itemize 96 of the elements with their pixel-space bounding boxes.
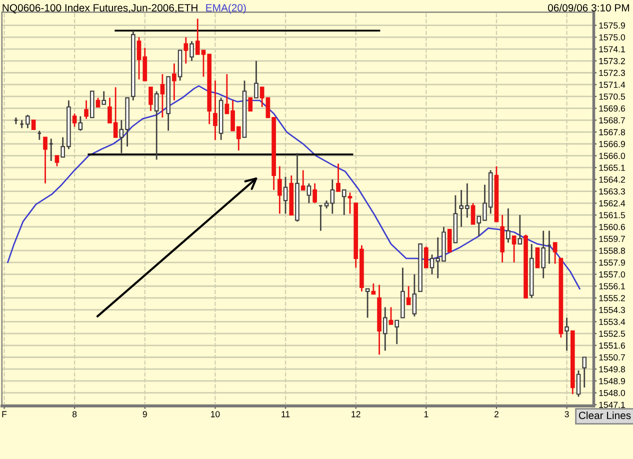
candlestick <box>84 100 88 120</box>
candlestick <box>54 155 60 167</box>
y-tick-label: 1558.8 <box>599 248 625 254</box>
x-tick-label: 8 <box>72 411 77 418</box>
candlestick <box>190 40 194 62</box>
candlestick <box>506 208 510 244</box>
candlestick <box>406 285 411 306</box>
y-tick-label: 1566.0 <box>599 152 626 159</box>
y-tick-label: 1552.5 <box>599 330 626 337</box>
candlestick <box>424 246 428 268</box>
y-tick-label: 1554.3 <box>599 306 625 314</box>
candlestick <box>318 205 323 232</box>
y-tick-label: 1573.2 <box>599 58 625 64</box>
x-tick-label: 11 <box>282 411 290 418</box>
candlestick <box>552 242 558 264</box>
y-tick-label: 1565.1 <box>599 164 625 171</box>
candlestick <box>300 170 306 191</box>
candlestick <box>518 214 522 245</box>
y-tick-label: 1569.6 <box>599 105 625 112</box>
y-tick-label: 1560.6 <box>599 224 625 230</box>
candlestick <box>260 86 264 108</box>
x-tick-label: 1 <box>424 411 428 418</box>
y-tick-label: 1553.4 <box>599 318 626 325</box>
y-tick-label: 1575.9 <box>599 22 625 29</box>
candlestick <box>412 274 417 318</box>
candlestick <box>535 247 540 268</box>
y-tick-label: 1571.4 <box>599 82 626 88</box>
candlestick <box>37 130 42 141</box>
candlestick <box>582 356 587 388</box>
candlestick <box>31 120 36 130</box>
candlestick <box>254 60 258 98</box>
y-tick-label: 1564.2 <box>599 176 625 183</box>
y-tick-label: 1567.8 <box>599 129 625 136</box>
candlestick <box>365 288 370 318</box>
candlestick <box>78 116 83 132</box>
candlestick <box>541 230 546 279</box>
candlestick <box>342 189 346 216</box>
candlestick <box>306 182 312 204</box>
candlestick <box>576 370 581 398</box>
y-tick-label: 1549.8 <box>599 366 625 372</box>
y-tick-label: 1559.7 <box>599 236 625 242</box>
y-tick-label: 1548.0 <box>599 390 626 396</box>
x-tick-label: 12 <box>352 411 360 418</box>
candlestick <box>512 235 516 264</box>
candlestick <box>277 166 282 214</box>
candlestick <box>388 306 394 326</box>
candlestick <box>184 36 188 64</box>
y-tick-label: 1548.9 <box>599 378 625 384</box>
candlestick <box>102 90 106 106</box>
y-tick-label: 1561.5 <box>599 212 626 218</box>
candlestick <box>564 317 569 352</box>
candlestick <box>336 162 340 192</box>
candlestick <box>48 138 54 162</box>
candlestick <box>26 114 30 129</box>
candlestick <box>172 62 176 102</box>
y-tick-label: 1551.6 <box>599 342 625 349</box>
y-tick-label: 1555.2 <box>599 295 625 302</box>
candlestick <box>213 80 218 141</box>
x-tick-label: 9 <box>142 411 147 418</box>
line-series <box>7 85 580 290</box>
candlestick <box>154 90 159 160</box>
candlestick <box>96 97 100 108</box>
y-tick-label: 1563.3 <box>599 188 625 195</box>
candlestick <box>382 306 388 352</box>
y-tick-label: 1568.7 <box>599 117 625 124</box>
x-tick-label: 2 <box>494 411 498 418</box>
x-tick-label: 10 <box>211 411 220 418</box>
x-tick-label: F <box>2 411 7 418</box>
candlestick <box>394 320 400 345</box>
y-tick-label: 1556.1 <box>599 283 625 290</box>
candlestick <box>160 73 165 118</box>
candlestick <box>447 228 452 252</box>
y-tick-label: 1572.3 <box>599 70 625 76</box>
candlestick <box>348 192 352 214</box>
text: EMA(20) <box>206 4 246 14</box>
y-tick-label: 1562.4 <box>599 200 626 206</box>
y-tick-label: 1557.9 <box>599 259 625 266</box>
x-tick-label: 3 <box>564 411 569 418</box>
y-tick-label: 1574.1 <box>599 46 625 52</box>
candlestick <box>470 202 476 225</box>
y-tick-label: 1547.1 <box>599 402 625 408</box>
text: 06/09/06 3:10 PM <box>548 4 629 12</box>
candlestick <box>283 176 288 214</box>
y-tick-label: 1570.5 <box>599 94 626 100</box>
candlestick <box>148 86 153 112</box>
chart-title: NQ0606-100 Index Futures,Jun-2006,ETH <box>2 4 198 14</box>
candlestick <box>43 136 48 184</box>
candlestick <box>248 97 253 112</box>
y-tick-label: 1550.7 <box>599 354 625 361</box>
candlestick <box>371 282 376 295</box>
y-tick-label: 1557.0 <box>599 271 626 278</box>
candlestick <box>312 182 317 204</box>
text: Clear Lines <box>578 411 631 420</box>
y-tick-label: 1566.9 <box>599 140 625 148</box>
candlestick <box>72 112 77 128</box>
y-tick-label: 1575.0 <box>599 34 626 40</box>
